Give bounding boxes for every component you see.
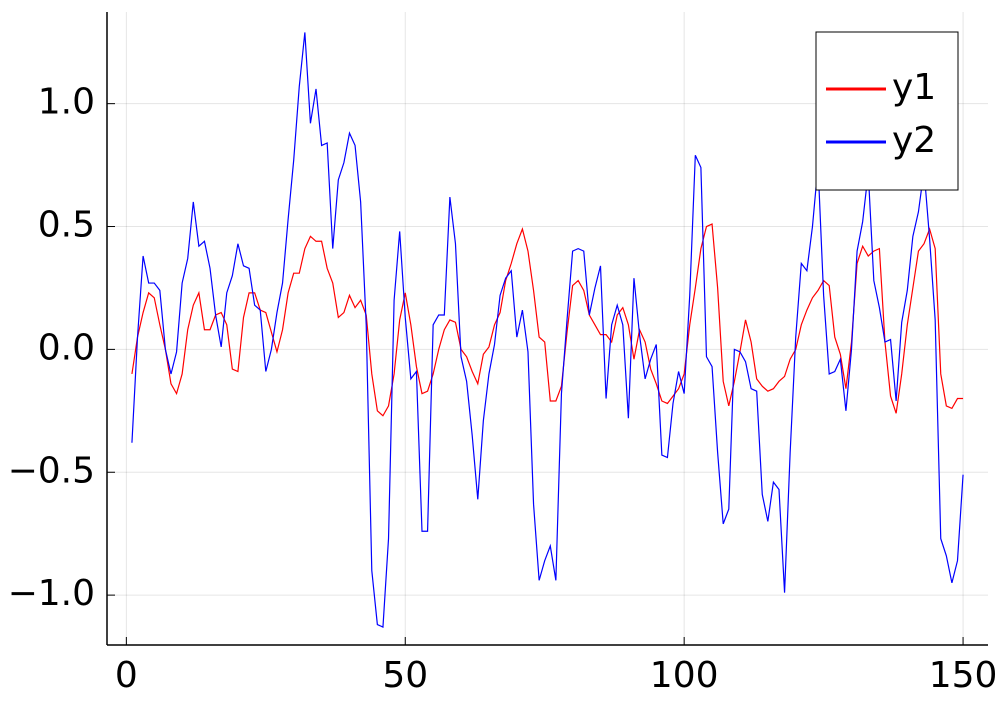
legend-box — [815, 31, 959, 191]
y-tick-label: −0.5 — [8, 450, 95, 491]
y-tick-label: 0.0 — [38, 327, 95, 368]
y-tick-label: 1.0 — [38, 82, 95, 123]
y-tick-label: −1.0 — [8, 573, 95, 614]
series-line — [131, 223, 964, 417]
legend-label: y1 — [892, 67, 936, 108]
y-tick-label: 0.5 — [38, 205, 95, 246]
series-line — [131, 32, 964, 628]
x-tick-label: 0 — [115, 655, 138, 696]
x-tick-label: 150 — [929, 655, 998, 696]
x-tick-label: 50 — [382, 655, 428, 696]
legend-label: y2 — [892, 120, 936, 161]
x-tick-label: 100 — [650, 655, 719, 696]
